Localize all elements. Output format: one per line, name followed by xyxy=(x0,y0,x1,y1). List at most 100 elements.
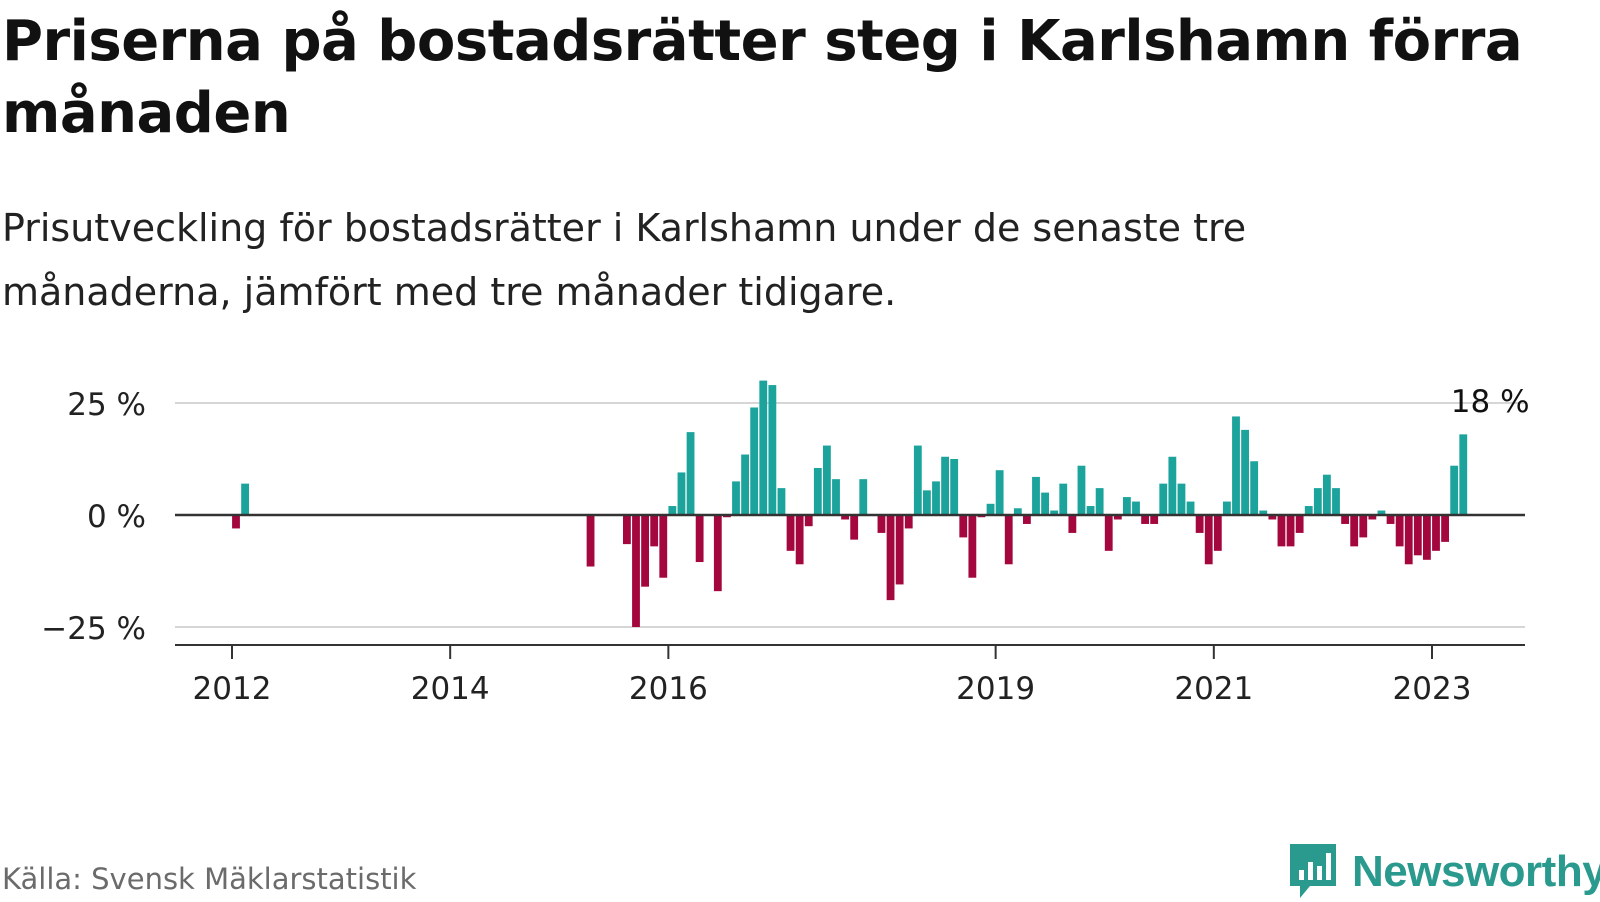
bar xyxy=(895,515,904,585)
bar xyxy=(1123,497,1131,515)
bar xyxy=(986,503,995,515)
bar xyxy=(1323,474,1331,515)
bar xyxy=(1332,488,1340,515)
bar xyxy=(777,488,786,515)
bar xyxy=(1168,456,1177,515)
bar xyxy=(1450,465,1459,515)
bar xyxy=(1150,515,1159,524)
bar xyxy=(1277,515,1286,547)
gridlines xyxy=(175,402,1525,628)
bar xyxy=(741,454,749,515)
bar xyxy=(859,479,868,515)
bar xyxy=(1395,515,1404,547)
x-tick-label: 2012 xyxy=(193,671,272,707)
bar xyxy=(1013,508,1022,515)
bar xyxy=(1368,515,1377,520)
bar xyxy=(1232,416,1240,515)
bar xyxy=(677,472,686,515)
bar xyxy=(1068,515,1077,533)
bar xyxy=(641,515,649,587)
bar xyxy=(232,515,240,529)
y-tick-label: 25 % xyxy=(67,387,146,423)
x-tick-label: 2023 xyxy=(1393,671,1472,707)
bar xyxy=(995,470,1004,515)
bar xyxy=(1059,483,1068,515)
bar xyxy=(695,515,704,563)
chart-title: Priserna på bostadsrätter steg i Karlsha… xyxy=(2,9,1523,146)
bar xyxy=(786,515,795,551)
bar xyxy=(1286,515,1295,547)
bar xyxy=(1223,501,1231,515)
bar xyxy=(686,432,695,515)
y-tick-label: −25 % xyxy=(41,611,146,647)
bar xyxy=(813,467,822,515)
bar xyxy=(1195,515,1204,533)
bar xyxy=(668,506,677,515)
bar xyxy=(1304,506,1313,515)
bar xyxy=(1177,483,1186,515)
bar xyxy=(1313,488,1322,515)
bar xyxy=(623,515,631,545)
bar xyxy=(804,515,813,527)
x-tick-label: 2021 xyxy=(1174,671,1253,707)
bar xyxy=(959,515,968,538)
y-tick-label: 0 % xyxy=(87,499,146,535)
bar xyxy=(904,515,913,529)
bar xyxy=(932,481,940,515)
bar xyxy=(1132,501,1140,515)
bar xyxy=(1241,429,1249,515)
bar xyxy=(650,515,659,547)
axes xyxy=(175,513,1525,659)
bar xyxy=(241,483,249,515)
x-tick-label: 2019 xyxy=(956,671,1035,707)
bar xyxy=(1095,488,1104,515)
bar xyxy=(732,481,740,515)
brand-logo[interactable]: Newsworthy xyxy=(1288,842,1600,902)
bar xyxy=(1268,515,1277,520)
bar xyxy=(1377,510,1386,515)
bar xyxy=(1359,515,1368,538)
bar xyxy=(1032,476,1040,515)
bar xyxy=(1204,515,1213,565)
bar xyxy=(941,456,949,515)
bar xyxy=(1404,515,1413,565)
bar xyxy=(1413,515,1422,556)
bar xyxy=(841,515,849,520)
x-tick-label: 2016 xyxy=(629,671,708,707)
bar xyxy=(1141,515,1149,524)
bar xyxy=(850,515,859,540)
bar xyxy=(1350,515,1359,547)
bar xyxy=(1441,515,1449,542)
brand-name: Newsworthy xyxy=(1352,847,1600,896)
bar xyxy=(1295,515,1304,533)
bar xyxy=(1086,506,1095,515)
bar xyxy=(1459,434,1468,515)
bar xyxy=(1423,515,1431,560)
bar xyxy=(1186,501,1195,515)
bar xyxy=(1386,515,1395,524)
bar xyxy=(659,515,668,578)
bar xyxy=(913,445,922,515)
bar xyxy=(1077,465,1086,515)
bar xyxy=(750,407,759,515)
bar xyxy=(759,380,768,515)
bar xyxy=(1250,461,1259,515)
bar xyxy=(1259,510,1268,515)
last-value-label: 18 % xyxy=(1451,384,1530,420)
chart-subtitle: Prisutveckling för bostadsrätter i Karls… xyxy=(2,206,1247,314)
bar xyxy=(1159,483,1168,515)
bar xyxy=(1104,515,1113,551)
tick-labels: 25 % 0 % −25 % 2012 2014 2016 2019 2021 2023 18 % xyxy=(41,384,1529,707)
bar xyxy=(1004,515,1013,565)
bar-chart: 25 % 0 % −25 % 2012 2014 2016 2019 2021 2023 18 % xyxy=(41,380,1530,707)
newsworthy-chart-bubble-icon xyxy=(1290,844,1336,898)
bar xyxy=(768,385,777,515)
bar xyxy=(1023,515,1031,524)
bar xyxy=(1341,515,1349,524)
bar xyxy=(1113,515,1122,520)
bar xyxy=(795,515,804,565)
bars xyxy=(232,380,1468,627)
bar xyxy=(823,445,831,515)
bar xyxy=(886,515,895,601)
bar xyxy=(1213,515,1222,551)
